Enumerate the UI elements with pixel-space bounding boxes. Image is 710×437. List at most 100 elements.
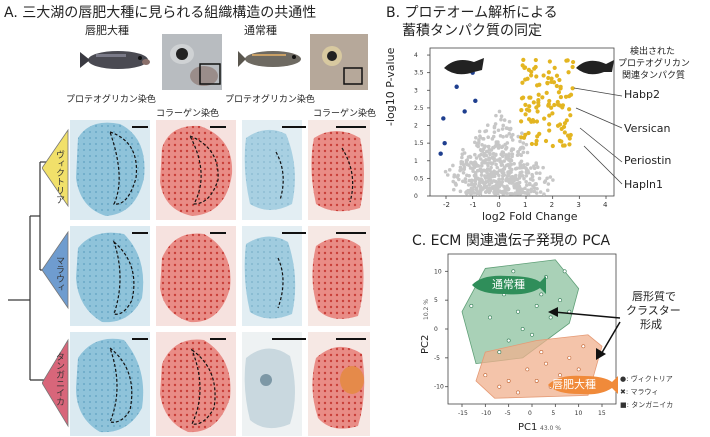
volcano-point-ns bbox=[551, 178, 555, 182]
volcano-point-ns bbox=[471, 169, 475, 173]
volcano-point-ns bbox=[502, 173, 507, 177]
volcano-point-ns bbox=[461, 170, 466, 175]
pca-point-hyper bbox=[506, 379, 511, 383]
section-victoria-normal-col bbox=[308, 120, 370, 220]
volcano-point-ns bbox=[537, 176, 542, 181]
volcano-point-up bbox=[525, 76, 530, 81]
volcano-point-up bbox=[531, 100, 536, 105]
volcano-point-ns bbox=[504, 147, 508, 151]
volcano-point-ns bbox=[519, 165, 524, 170]
pca-xtick-label: 15 bbox=[598, 410, 606, 417]
volcano-point-ns bbox=[478, 189, 483, 194]
volcano-point-up bbox=[546, 70, 551, 75]
volcano-point-ns bbox=[462, 151, 467, 155]
panel-b-title-line2: 蓄積タンパク質の同定 bbox=[402, 23, 542, 39]
volcano-point-up bbox=[519, 119, 524, 124]
scale-bar bbox=[282, 126, 306, 128]
volcano-ytick-label: 1 bbox=[414, 158, 418, 165]
volcano-point-up bbox=[526, 67, 531, 73]
volcano-point-ns bbox=[490, 162, 494, 166]
volcano-point-ns bbox=[516, 190, 520, 195]
volcano-point-ns bbox=[509, 148, 514, 153]
volcano-point-up bbox=[541, 73, 546, 78]
volcano-point-up bbox=[567, 142, 572, 147]
volcano-point-up bbox=[519, 135, 524, 140]
volcano-point-up bbox=[557, 77, 562, 83]
volcano-point-ns bbox=[461, 147, 465, 152]
volcano-point-ns bbox=[499, 117, 503, 122]
pca-ylabel: PC2 bbox=[420, 335, 431, 354]
volcano-point-ns bbox=[538, 190, 543, 194]
volcano-point-ns bbox=[478, 192, 483, 196]
volcano-point-up bbox=[570, 59, 576, 65]
volcano-point-ns bbox=[475, 189, 480, 194]
pca-ytick-label: 10 bbox=[434, 268, 442, 275]
cluster-note-line3: 形成 bbox=[640, 318, 662, 331]
volcano-point-ns bbox=[519, 159, 524, 164]
volcano-point-ns bbox=[548, 175, 553, 179]
cluster-arrows bbox=[548, 307, 621, 360]
histology-grid bbox=[70, 120, 370, 436]
volcano-point-ns bbox=[528, 177, 533, 181]
volcano-point-ns bbox=[496, 128, 501, 133]
volcano-point-ns bbox=[524, 179, 528, 184]
pca-point-hyper bbox=[576, 367, 581, 372]
pca-ylabel-pct: 10.2 % bbox=[423, 299, 430, 320]
volcano-point-down bbox=[462, 109, 467, 114]
volcano-point-up bbox=[566, 94, 572, 99]
volcano-point-ns bbox=[495, 182, 499, 187]
volcano-ytick-label: 2.5 bbox=[414, 105, 424, 112]
volcano-point-ns bbox=[508, 191, 513, 196]
pca-ytick-label: 0 bbox=[434, 326, 438, 333]
lake-tanganyika-marker bbox=[42, 338, 69, 428]
volcano-point-ns bbox=[497, 184, 501, 189]
section-victoria-normal-pg bbox=[242, 120, 302, 220]
volcano-point-up bbox=[519, 108, 524, 113]
volcano-point-up bbox=[550, 143, 555, 149]
volcano-point-ns bbox=[497, 168, 502, 173]
volcano-point-ns bbox=[513, 192, 517, 196]
volcano-point-ns bbox=[478, 185, 483, 189]
volcano-point-ns bbox=[521, 163, 526, 167]
volcano-point-ns bbox=[518, 172, 522, 177]
volcano-point-ns bbox=[460, 155, 464, 160]
volcano-point-ns bbox=[490, 137, 495, 141]
normal-group-fish bbox=[472, 275, 546, 295]
volcano-point-ns bbox=[494, 162, 498, 167]
volcano-point-up bbox=[552, 102, 557, 108]
volcano-point-ns bbox=[535, 165, 540, 170]
pca-xtick-label: -5 bbox=[505, 410, 511, 417]
volcano-point-ns bbox=[514, 173, 518, 178]
panel-c-title: C. ECM 関連遺伝子発現の PCA bbox=[412, 233, 611, 249]
volcano-point-ns bbox=[492, 184, 497, 189]
phylogeny-tree bbox=[8, 161, 48, 381]
volcano-point-up bbox=[560, 143, 566, 148]
volcano-point-ns bbox=[489, 165, 493, 170]
pca-point-hyper bbox=[558, 373, 562, 378]
pca-point-normal bbox=[534, 304, 539, 308]
volcano-ylabel: -log10 P-value bbox=[386, 47, 397, 126]
volcano-point-ns bbox=[499, 160, 504, 164]
pca-point-hyper bbox=[534, 379, 539, 383]
volcano-point-ns bbox=[473, 170, 478, 175]
volcano-point-up bbox=[549, 79, 554, 85]
volcano-point-ns bbox=[463, 177, 468, 181]
pca-point-hyper bbox=[567, 355, 572, 360]
volcano-point-ns bbox=[525, 162, 529, 166]
hyper-lip-closeup-image bbox=[162, 34, 222, 90]
volcano-xtick-label: 2 bbox=[550, 201, 554, 209]
volcano-point-ns bbox=[466, 155, 471, 159]
volcano-point-ns bbox=[492, 156, 496, 161]
volcano-ytick-label: 0 bbox=[414, 193, 418, 200]
volcano-point-ns bbox=[501, 123, 506, 128]
volcano-point-ns bbox=[509, 158, 514, 163]
legend-line1: 検出された bbox=[630, 47, 676, 57]
volcano-point-ns bbox=[511, 132, 515, 137]
volcano-point-up bbox=[534, 74, 539, 79]
volcano-ytick-label: 1.5 bbox=[414, 140, 424, 147]
volcano-point-ns bbox=[484, 129, 489, 133]
volcano-point-up bbox=[557, 122, 563, 127]
volcano-point-up bbox=[536, 97, 541, 103]
volcano-point-ns bbox=[494, 143, 499, 148]
volcano-xlabel: log2 Fold Change bbox=[482, 210, 578, 222]
